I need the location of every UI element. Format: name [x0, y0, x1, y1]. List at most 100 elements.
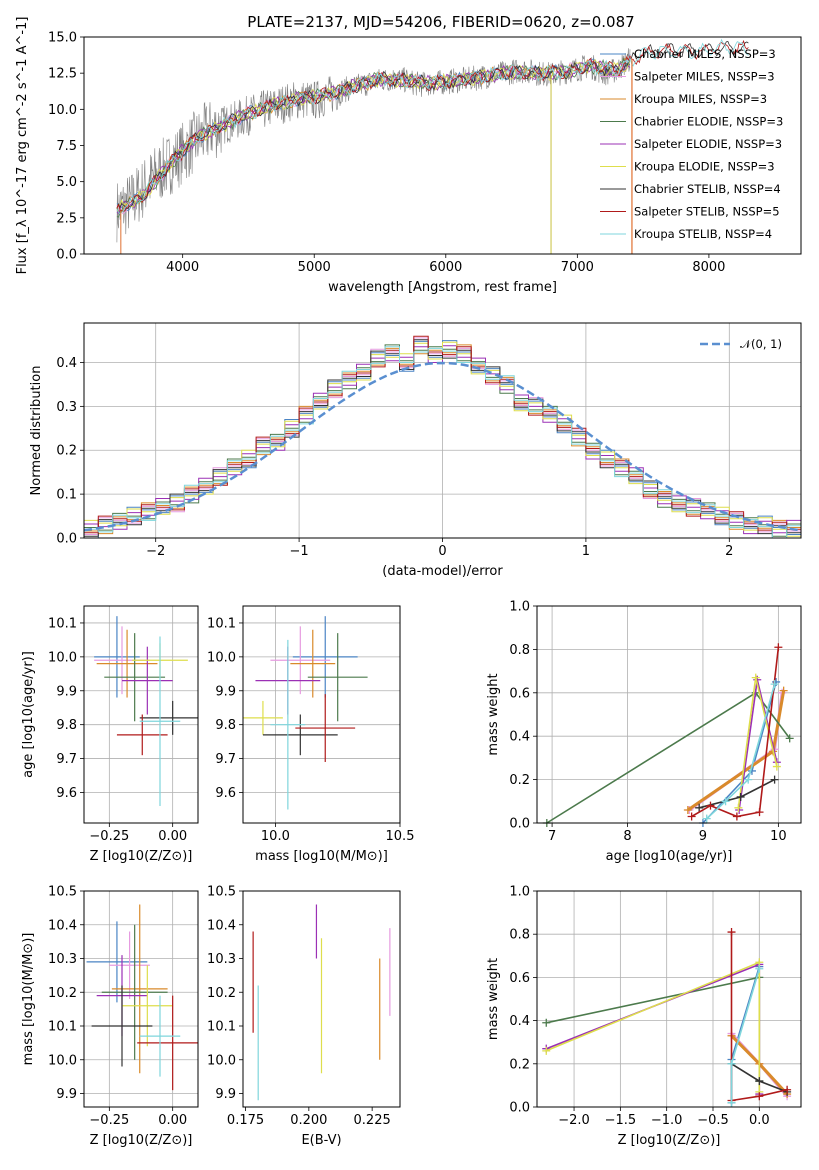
weight-line: [706, 683, 776, 820]
y-tick-label: 7.5: [56, 139, 77, 154]
weight-marker: [683, 805, 692, 814]
weight-line: [546, 976, 761, 1082]
legend-label: Chabrier MILES, NSSP=3: [634, 47, 776, 61]
y-tick-label: 0.1: [56, 488, 77, 503]
y-tick-label: 0.2: [509, 773, 530, 788]
y-axis-label: Normed distribution: [29, 366, 44, 496]
legend-label: Chabrier STELIB, NSSP=4: [634, 182, 781, 196]
x-tick-label: 8000: [692, 260, 725, 275]
y-axis-label: Flux [f_λ 10^-17 erg cm^-2 s^-1 A^-1]: [15, 17, 30, 275]
legend-label: Salpeter ELODIE, NSSP=3: [634, 137, 782, 151]
x-tick-label: 8: [623, 829, 631, 844]
x-tick-label: 0.200: [290, 1113, 327, 1128]
y-tick-label: 10.1: [207, 616, 236, 631]
legend-label: Salpeter STELIB, NSSP=5: [634, 205, 780, 219]
model-spectrum-line: [116, 39, 749, 212]
x-tick-label: 5000: [298, 260, 331, 275]
panel-4: 10.0 10.5 9.6 9.7 9.8 9.9 10.0 10.1 mass [log10(…: [207, 605, 415, 864]
panel-3: −0.25 0.00 9.6 9.7 9.8 9.9 10.0 10.1 Z [log10(Z/…: [21, 605, 199, 864]
x-axis-label: mass [log10(M/M⊙)]: [255, 849, 388, 864]
model-spectrum-line: [116, 60, 631, 214]
axes-frame: [83, 890, 199, 1108]
y-tick-label: 9.7: [215, 752, 236, 767]
histogram-step-line: [84, 346, 801, 538]
x-tick-label: 4000: [166, 260, 199, 275]
y-tick-label: 1.0: [509, 600, 530, 615]
axes-frame: [536, 605, 802, 824]
model-spectrum-line: [116, 38, 749, 215]
panel-2: −2 −1 0 1 2 0.0 0.1 0.2 0.3 0.4 (data-model)/error…: [29, 322, 802, 579]
y-tick-label: 10.1: [207, 1020, 236, 1035]
legend-label: Chabrier ELODIE, NSSP=3: [634, 115, 783, 129]
weight-line: [730, 932, 788, 1102]
y-tick-label: 9.9: [215, 1087, 236, 1102]
y-tick-label: 0.0: [56, 532, 77, 547]
x-tick-label: 7: [548, 829, 556, 844]
weight-line: [730, 968, 761, 1103]
y-tick-label: 10.0: [48, 650, 77, 665]
weight-marker: [721, 797, 730, 806]
y-tick-label: 10.1: [48, 1020, 77, 1035]
x-tick-label: −0.5: [697, 1113, 729, 1128]
axes-frame: [242, 605, 401, 824]
weight-marker: [755, 964, 764, 973]
weight-marker: [755, 1092, 764, 1101]
spectrum-plot-area: [116, 38, 749, 254]
figure-title: PLATE=2137, MJD=54206, FIBERID=0620, z=0…: [247, 13, 634, 31]
axes-frame: [83, 322, 802, 539]
x-tick-label: 9: [699, 829, 707, 844]
panel-1: 4000 5000 6000 7000 8000 0.0 2.5 5.0 7.5 10.0 12.5…: [15, 17, 802, 295]
weight-marker: [770, 775, 779, 784]
legend-label: Salpeter MILES, NSSP=3: [634, 70, 775, 84]
y-tick-label: 10.4: [48, 918, 77, 933]
weight-marker: [542, 1018, 551, 1027]
y-tick-label: 10.0: [207, 650, 236, 665]
y-tick-label: 10.5: [207, 885, 236, 900]
weight-marker: [774, 643, 783, 652]
y-tick-label: 12.5: [48, 67, 77, 82]
x-tick-label: −1: [290, 544, 309, 559]
x-tick-label: −1.0: [651, 1113, 683, 1128]
x-tick-label: 10.5: [386, 829, 415, 844]
weight-marker: [695, 803, 704, 812]
legend-label: Kroupa MILES, NSSP=3: [634, 92, 767, 106]
x-tick-label: 10: [770, 829, 787, 844]
y-tick-label: 2.5: [56, 211, 77, 226]
x-tick-label: 10.0: [261, 829, 290, 844]
x-tick-label: 7000: [561, 260, 594, 275]
axes-frame: [242, 890, 401, 1108]
y-tick-label: 9.8: [56, 718, 77, 733]
weight-marker: [706, 801, 715, 810]
panel-7: 0.175 0.200 0.225 9.9 10.0 10.1 10.2 10.3 10.4 10…: [207, 885, 401, 1148]
weight-line: [691, 647, 780, 818]
y-tick-label: 10.3: [48, 952, 77, 967]
x-tick-label: 0.00: [158, 1113, 187, 1128]
x-axis-label: (data-model)/error: [382, 564, 503, 579]
x-tick-label: −2.0: [558, 1113, 590, 1128]
errorbar-plot-area: [243, 616, 368, 810]
x-axis-label: Z [log10(Z/Z⊙)]: [90, 849, 193, 864]
y-tick-label: 5.0: [56, 175, 77, 190]
y-tick-label: 0.2: [509, 1057, 530, 1072]
y-axis-label: age [log10(age/yr)]: [21, 651, 36, 778]
y-tick-label: 0.0: [509, 1101, 530, 1116]
x-axis-label: Z [log10(Z/Z⊙)]: [618, 1133, 721, 1148]
y-tick-label: 10.2: [48, 986, 77, 1001]
y-tick-label: 10.0: [207, 1053, 236, 1068]
panel-5: 7 8 9 10 0.0 0.2 0.4 0.6 0.8 1.0 age [log10(age/yr…: [486, 600, 802, 864]
y-tick-label: 1.0: [509, 885, 530, 900]
y-tick-label: 0.2: [56, 444, 77, 459]
normal-curve: [84, 361, 801, 532]
x-tick-label: 0.00: [158, 829, 187, 844]
legend-label: Kroupa ELODIE, NSSP=3: [634, 160, 775, 174]
histogram-step-line: [84, 341, 801, 538]
x-axis-label: Z [log10(Z/Z⊙)]: [90, 1133, 193, 1148]
weight-marker: [736, 792, 745, 801]
x-tick-label: −1.5: [605, 1113, 637, 1128]
weight-marker: [755, 808, 764, 817]
y-tick-label: 0.8: [509, 928, 530, 943]
panel-8: −2.0 −1.5 −1.0 −0.5 0.0 0.0 0.2 0.4 0.6 0.8 1.0 Z […: [486, 885, 802, 1148]
histogram-plot-area: [84, 335, 801, 538]
y-tick-label: 9.8: [215, 718, 236, 733]
